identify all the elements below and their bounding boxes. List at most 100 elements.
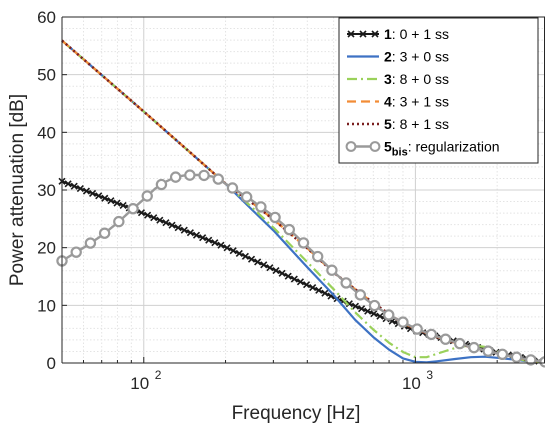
marker-s6 bbox=[326, 264, 338, 276]
marker-s1 bbox=[82, 187, 91, 195]
marker-stroke bbox=[82, 187, 91, 195]
marker-s1 bbox=[150, 214, 158, 222]
marker-stroke bbox=[376, 312, 384, 320]
marker-stroke bbox=[296, 278, 305, 286]
marker-stroke bbox=[272, 266, 280, 275]
marker-stroke bbox=[107, 197, 115, 205]
marker-s1 bbox=[199, 234, 207, 242]
marker-s1 bbox=[296, 278, 305, 286]
y-tick-label: 40 bbox=[37, 123, 56, 142]
marker-s1 bbox=[76, 185, 84, 193]
marker-s1 bbox=[223, 244, 231, 252]
marker-s1 bbox=[290, 275, 298, 283]
marker-s6 bbox=[397, 316, 409, 328]
marker-s1 bbox=[64, 180, 72, 188]
legend-label-s2: 2: 3 + 0 ss bbox=[384, 49, 449, 65]
marker-s6 bbox=[198, 169, 210, 182]
marker-s1 bbox=[137, 209, 146, 217]
marker-s6 bbox=[383, 309, 395, 321]
marker-s1 bbox=[229, 247, 237, 255]
marker-stroke bbox=[199, 234, 207, 242]
y-tick-label: 60 bbox=[37, 8, 56, 27]
marker-s1 bbox=[351, 302, 360, 310]
series-layer bbox=[56, 39, 545, 368]
marker-stroke bbox=[321, 289, 329, 297]
legend-text: : 8 + 0 ss bbox=[392, 71, 449, 87]
marker-s1 bbox=[358, 305, 366, 313]
marker-s6 bbox=[169, 171, 182, 183]
marker-stroke bbox=[76, 185, 84, 193]
marker-s6 bbox=[212, 173, 224, 185]
marker-stroke bbox=[101, 194, 109, 202]
x-axis-label: Frequency [Hz] bbox=[232, 403, 361, 424]
marker-stroke bbox=[64, 180, 72, 188]
marker-stroke bbox=[162, 219, 170, 227]
marker-s1 bbox=[156, 216, 164, 224]
marker-s1 bbox=[101, 194, 109, 202]
marker-s6 bbox=[368, 299, 381, 312]
marker-s1 bbox=[260, 261, 268, 269]
marker-s6 bbox=[496, 348, 509, 360]
marker-s1 bbox=[217, 241, 225, 249]
marker-stroke bbox=[254, 258, 262, 266]
x-tick-label: 10 bbox=[130, 374, 149, 393]
marker-s1 bbox=[309, 283, 317, 292]
marker-s1 bbox=[272, 266, 280, 275]
legend-subscript: bis bbox=[392, 147, 408, 159]
marker-stroke bbox=[260, 261, 268, 269]
marker-s6 bbox=[439, 333, 452, 345]
marker-s6 bbox=[510, 351, 523, 363]
marker-s1 bbox=[321, 289, 329, 297]
legend-text: : 0 + 1 ss bbox=[392, 26, 449, 42]
marker-s1 bbox=[205, 236, 213, 244]
legend-number: 1 bbox=[384, 26, 392, 42]
marker-stroke bbox=[284, 272, 292, 280]
legend-marker bbox=[347, 30, 355, 38]
y-tick-label: 0 bbox=[47, 354, 56, 373]
axes-layer: 0 10 20 30 40 50 60 10 2 10 3 bbox=[37, 8, 545, 393]
marker-s6 bbox=[354, 289, 367, 301]
marker-s6 bbox=[98, 227, 111, 239]
marker-s1 bbox=[266, 264, 274, 272]
x-tick-exponent: 3 bbox=[426, 368, 433, 382]
legend-number: 5 bbox=[384, 116, 392, 132]
marker-stroke bbox=[156, 216, 164, 224]
marker-s1 bbox=[345, 300, 353, 308]
x-tick-exponent: 2 bbox=[155, 368, 162, 382]
marker-s6 bbox=[283, 223, 295, 236]
marker-stroke bbox=[388, 317, 396, 325]
marker-s1 bbox=[180, 226, 188, 234]
legend-number: 3 bbox=[384, 71, 392, 87]
legend-marker bbox=[345, 141, 357, 152]
marker-stroke bbox=[89, 189, 97, 197]
legend-text: : 8 + 1 ss bbox=[392, 116, 449, 132]
marker-s6 bbox=[127, 202, 139, 215]
marker-stroke bbox=[137, 209, 146, 217]
marker-stroke bbox=[192, 231, 201, 239]
marker-s1 bbox=[278, 269, 286, 277]
marker-s1 bbox=[89, 189, 97, 197]
marker-stroke bbox=[174, 224, 182, 232]
marker-stroke bbox=[211, 239, 219, 247]
legend-number: 5 bbox=[384, 139, 392, 155]
marker-s1 bbox=[315, 286, 323, 294]
legend-text: : 3 + 0 ss bbox=[392, 49, 449, 65]
marker-stroke bbox=[345, 300, 353, 308]
marker-s1 bbox=[364, 307, 372, 315]
marker-s1 bbox=[162, 219, 170, 227]
marker-s1 bbox=[247, 255, 256, 263]
marker-s1 bbox=[376, 312, 384, 320]
marker-s1 bbox=[107, 197, 115, 205]
marker-s6 bbox=[312, 250, 324, 263]
marker-s1 bbox=[211, 239, 219, 247]
marker-s6 bbox=[269, 211, 281, 224]
marker-s6 bbox=[255, 201, 267, 213]
marker-stroke bbox=[315, 286, 323, 294]
marker-stroke bbox=[266, 264, 274, 272]
marker-stroke bbox=[364, 307, 372, 315]
marker-s1 bbox=[95, 192, 103, 200]
marker-stroke bbox=[119, 201, 127, 210]
marker-s6 bbox=[184, 169, 196, 181]
